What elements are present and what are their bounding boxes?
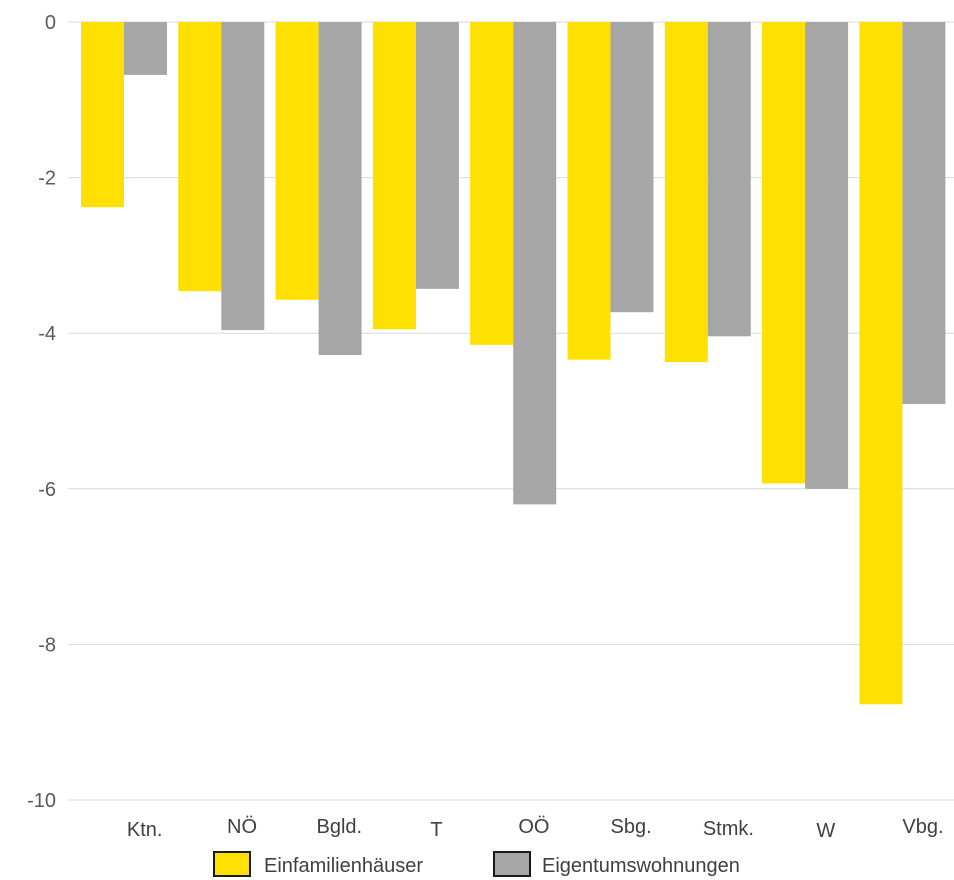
bar-einfamilienhaeuser: [81, 22, 124, 208]
x-category-label: Vbg.: [902, 816, 943, 838]
bar-einfamilienhaeuser: [664, 22, 708, 362]
x-axis-categories: Ktn. NÖ Bgld. T OÖ Sbg. Stmk. W Vbg.: [127, 816, 944, 842]
legend-swatch: [493, 851, 531, 877]
x-category-label: Stmk.: [703, 818, 754, 840]
bar-einfamilienhaeuser: [859, 22, 903, 705]
bar-eigentumswohnungen: [707, 22, 751, 337]
y-tick-label: -8: [38, 634, 56, 656]
bar-einfamilienhaeuser: [275, 22, 319, 300]
bar-eigentumswohnungen: [902, 22, 946, 404]
bar-einfamilienhaeuser: [567, 22, 611, 360]
bar-eigentumswohnungen: [221, 22, 265, 331]
bar-einfamilienhaeuser: [178, 22, 222, 292]
x-category-label: OÖ: [518, 816, 549, 838]
bars: [81, 22, 946, 705]
y-axis-ticks: 0 -2 -4 -6 -8 -10: [27, 12, 56, 812]
y-tick-label: 0: [45, 12, 56, 34]
bar-eigentumswohnungen: [805, 22, 849, 489]
bar-einfamilienhaeuser: [470, 22, 514, 345]
legend: Einfamilienhäuser Eigentumswohnungen: [213, 851, 740, 877]
y-tick-label: -4: [38, 323, 56, 345]
x-category-label: NÖ: [227, 816, 257, 838]
x-category-label: W: [816, 820, 835, 842]
x-category-label: T: [430, 819, 442, 841]
x-category-label: Sbg.: [611, 816, 652, 838]
bar-einfamilienhaeuser: [372, 22, 416, 330]
bar-einfamilienhaeuser: [762, 22, 806, 484]
legend-label: Eigentumswohnungen: [542, 855, 740, 877]
legend-swatch: [213, 851, 251, 877]
y-tick-label: -10: [27, 790, 56, 812]
bar-eigentumswohnungen: [124, 22, 167, 75]
x-category-label: Bgld.: [317, 816, 363, 838]
bar-eigentumswohnungen: [610, 22, 654, 313]
legend-label: Einfamilienhäuser: [264, 855, 423, 877]
x-category-label: Ktn.: [127, 819, 163, 841]
bar-eigentumswohnungen: [318, 22, 362, 355]
y-tick-label: -6: [38, 479, 56, 501]
bar-eigentumswohnungen: [513, 22, 557, 505]
bar-eigentumswohnungen: [415, 22, 459, 289]
y-tick-label: -2: [38, 168, 56, 190]
